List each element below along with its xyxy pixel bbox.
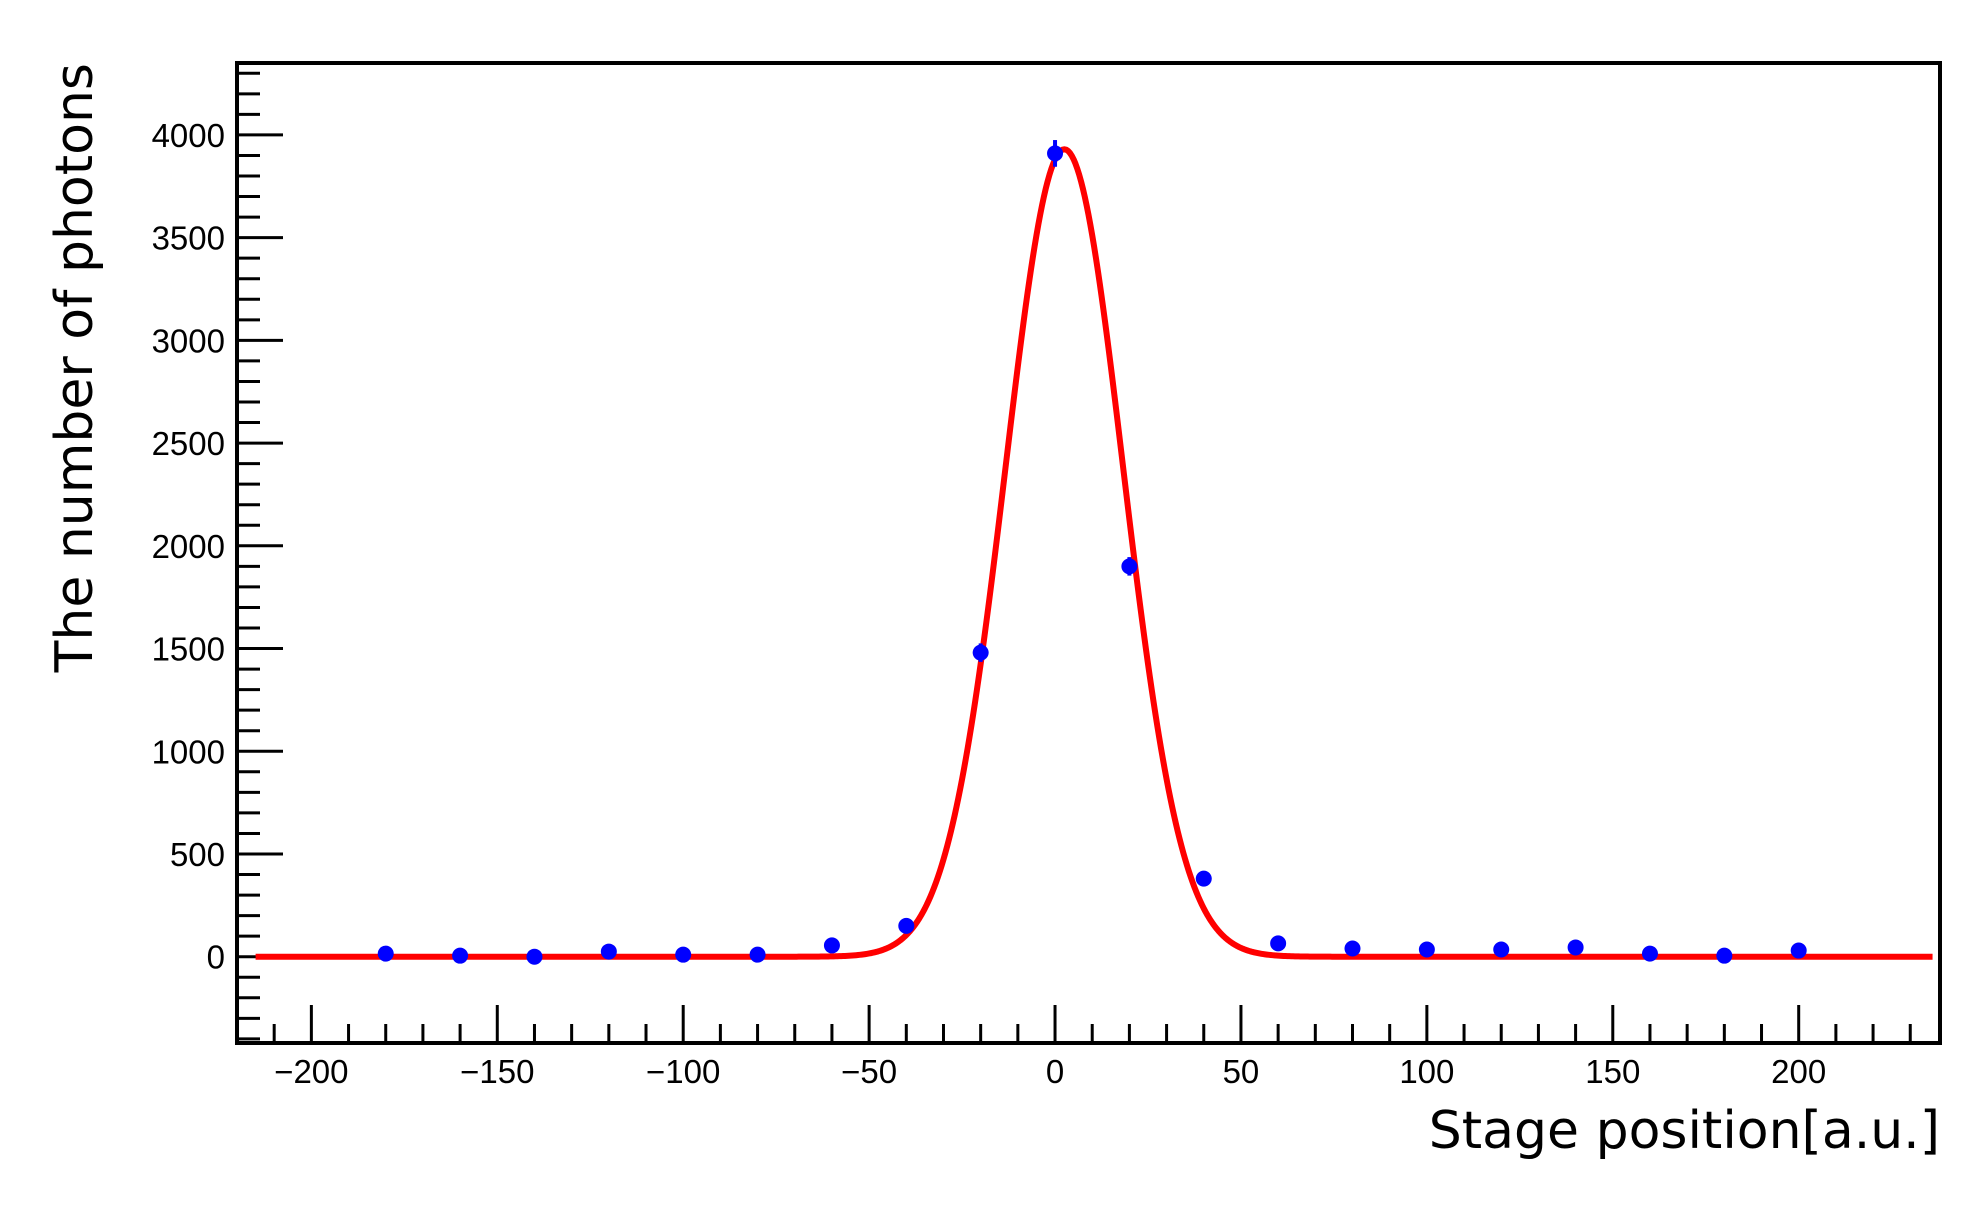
y-axis-tick-labels: 0 500 1000 1500 2000 2500 3000 3500 4000 [152, 117, 225, 976]
y-tick-label: 0 [207, 939, 225, 976]
x-axis-title: Stage position[a.u.] [1429, 1101, 1940, 1161]
y-axis-title: The number of photons [45, 63, 105, 673]
y-tick-label: 1500 [152, 631, 225, 668]
data-point [1567, 939, 1584, 956]
data-point [526, 948, 543, 965]
data-point [377, 945, 394, 962]
x-tick-label: −50 [841, 1053, 897, 1090]
y-tick-label: 2500 [152, 425, 225, 462]
data-point [1716, 947, 1733, 964]
data-point [1641, 945, 1658, 962]
data-point [1047, 145, 1064, 162]
x-tick-label: 100 [1399, 1053, 1454, 1090]
y-axis-ticks [237, 71, 283, 1041]
data-point [1270, 935, 1287, 952]
data-point [1493, 941, 1510, 958]
y-tick-label: 1000 [152, 733, 225, 770]
y-tick-label: 2000 [152, 528, 225, 565]
x-tick-label: 0 [1046, 1053, 1064, 1090]
y-tick-label: 4000 [152, 117, 225, 154]
data-point [823, 937, 840, 954]
data-point [452, 947, 469, 964]
x-tick-label: −100 [646, 1053, 720, 1090]
plot-frame [235, 61, 1942, 1045]
data-point [1195, 870, 1212, 887]
x-axis-ticks [235, 1005, 1912, 1043]
data-point [972, 644, 989, 661]
data-point [600, 943, 617, 960]
y-tick-label: 500 [170, 836, 225, 873]
x-tick-label: 50 [1223, 1053, 1260, 1090]
data-point [675, 946, 692, 963]
data-points [377, 140, 1807, 965]
gaussian-fit-curve [254, 146, 1934, 960]
data-point [749, 946, 766, 963]
data-point [1418, 941, 1435, 958]
data-point [898, 917, 915, 934]
x-tick-label: 150 [1585, 1053, 1640, 1090]
x-tick-label: −200 [274, 1053, 348, 1090]
x-axis-tick-labels: −200 −150 −100 −50 0 50 100 150 200 [274, 1053, 1826, 1090]
x-tick-label: 200 [1771, 1053, 1826, 1090]
y-tick-label: 3500 [152, 220, 225, 257]
data-point [1790, 942, 1807, 959]
x-tick-label: −150 [460, 1053, 534, 1090]
data-point [1344, 940, 1361, 957]
data-point [1121, 558, 1138, 575]
y-tick-label: 3000 [152, 322, 225, 359]
